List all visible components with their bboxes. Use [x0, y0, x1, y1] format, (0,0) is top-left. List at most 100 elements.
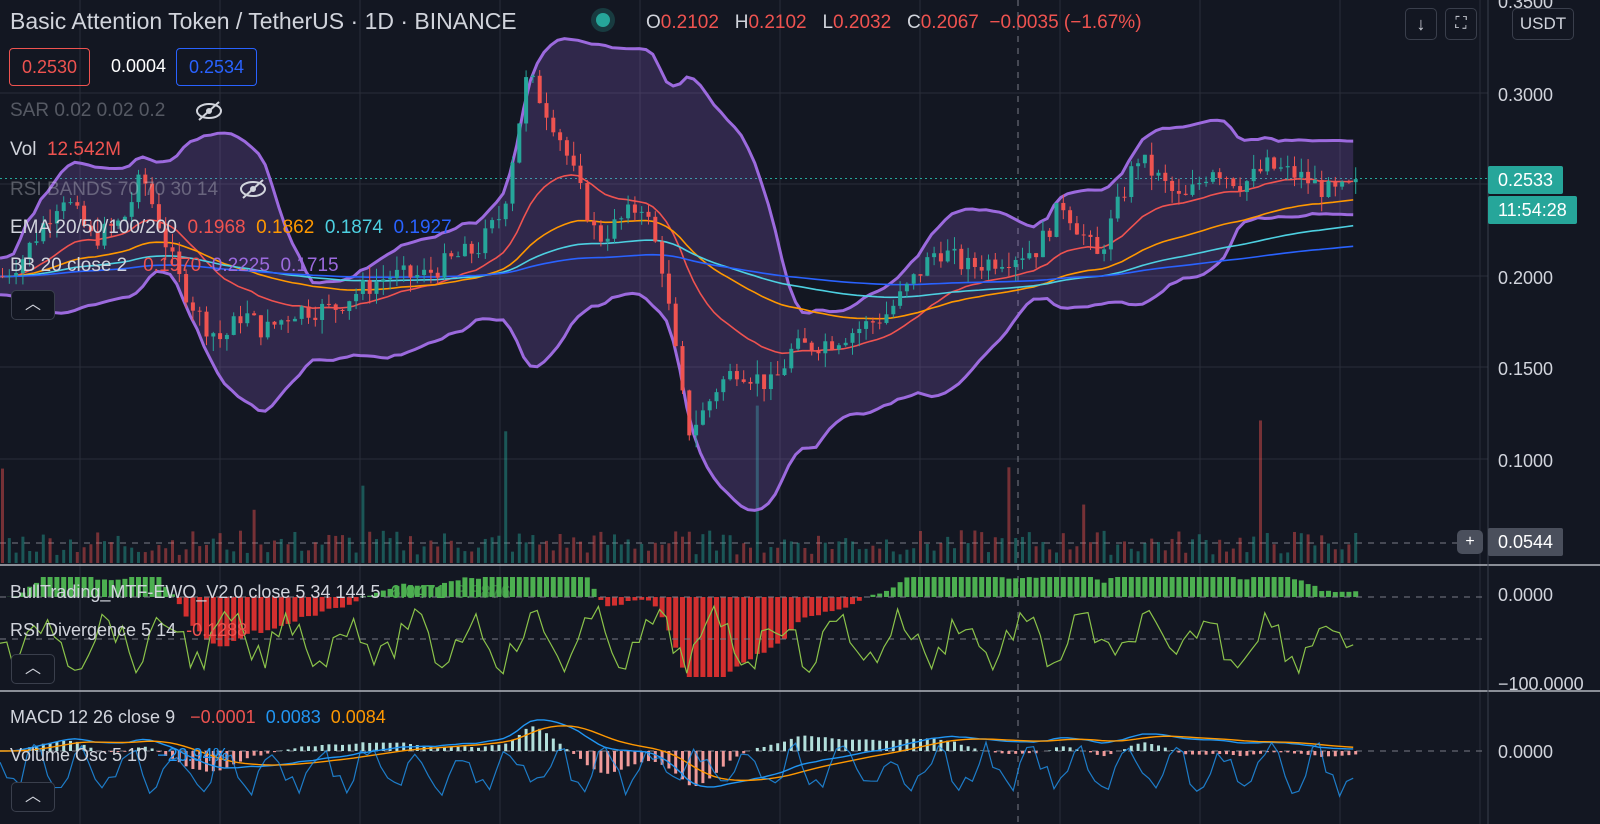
volume-bar — [1347, 544, 1351, 563]
candle-body — [1346, 181, 1351, 183]
macd-hist-bar — [606, 751, 610, 774]
ewo-bar — [1237, 579, 1243, 597]
add-plus-icon[interactable]: + — [1457, 530, 1483, 554]
volume-bar — [653, 542, 657, 563]
volume-bar — [871, 545, 875, 563]
collapse-legend-button[interactable]: ︿ — [11, 654, 55, 684]
ewo-bar — [564, 577, 570, 597]
volume-bar — [749, 547, 752, 563]
sar-legend: SAR 0.02 0.02 0.2 — [10, 100, 166, 121]
macd-hist-bar — [626, 751, 630, 767]
macd-hist-bar — [1191, 751, 1194, 755]
volume-bar — [524, 542, 528, 563]
candle-body — [1115, 196, 1120, 219]
volume-bar — [96, 532, 100, 563]
candle-body — [1136, 163, 1141, 167]
macd-hist-bar — [320, 744, 324, 751]
volume-bar — [1143, 543, 1147, 563]
volume-bar — [381, 530, 385, 563]
candle-body — [184, 274, 189, 303]
spread-value: 0.0004 — [111, 56, 167, 76]
ewo-bar — [1094, 579, 1100, 597]
candle-body — [673, 303, 678, 347]
macd-hist-bar — [1021, 751, 1024, 754]
last-price-tag: 0.2533 — [1488, 166, 1564, 194]
volume-bar — [742, 543, 746, 563]
candle-body — [61, 202, 66, 212]
macd-hist-bar — [585, 751, 589, 766]
candle-body — [408, 265, 413, 278]
macd-hist-bar — [327, 744, 331, 751]
volume-bar — [633, 548, 637, 563]
ewo-bar — [1047, 577, 1053, 597]
currency-button[interactable]: USDT — [1512, 8, 1574, 40]
volume-bar — [783, 539, 786, 563]
ewo-bar — [720, 597, 726, 677]
macd-hist-bar — [640, 751, 644, 763]
macd-hist-bar — [524, 728, 528, 751]
sell-price-box[interactable]: 0.2530 — [9, 48, 91, 86]
candle-body — [904, 283, 909, 292]
ewo-bar — [210, 597, 216, 644]
volume-bar — [1218, 539, 1222, 563]
candle-body — [1265, 157, 1270, 172]
macd-hist-bar — [1211, 751, 1215, 754]
fullscreen-icon[interactable]: ⛶ — [1445, 8, 1477, 40]
candle-body — [360, 280, 365, 294]
ewo-bar — [591, 588, 597, 597]
volume-bar — [82, 547, 86, 563]
candle-body — [1197, 183, 1202, 185]
candle-body — [204, 311, 209, 337]
candle-body — [1122, 196, 1127, 198]
chevron-up-icon: ︿ — [24, 296, 41, 313]
candle-body — [1183, 193, 1188, 195]
ewo-bar — [20, 592, 26, 597]
macd-hist-bar — [1265, 751, 1269, 753]
hide-eye-icon[interactable] — [194, 99, 224, 123]
candle-body — [462, 243, 467, 257]
candle-body — [177, 251, 182, 275]
candle-body — [768, 374, 773, 390]
ewo-bar — [1101, 582, 1107, 597]
candle-body — [707, 401, 712, 411]
ema-lines — [0, 174, 1354, 355]
download-icon[interactable]: ↓ — [1405, 8, 1437, 40]
macd-line — [0, 719, 1354, 788]
ewo-bar — [482, 577, 488, 597]
macd-signal-line — [0, 725, 1354, 782]
ewo-bar — [523, 577, 529, 597]
candle-body — [1095, 237, 1100, 254]
macd-hist-bar — [361, 742, 365, 751]
ewo-bar — [108, 580, 114, 597]
volume-bar — [41, 534, 45, 563]
macd-hist-bar — [381, 742, 385, 751]
hide-eye-icon[interactable] — [238, 177, 268, 201]
volume-bar — [531, 535, 535, 563]
macd-hist-bar — [211, 751, 215, 772]
volume-bar — [1340, 549, 1344, 563]
ewo-bar — [1353, 591, 1359, 597]
macd-hist-bar — [1157, 745, 1160, 751]
collapse-legend-button[interactable]: ︿ — [11, 782, 55, 812]
macd-hist-bar — [1245, 751, 1249, 756]
candle-body — [938, 253, 943, 262]
candle-body — [102, 223, 107, 246]
ewo-bar — [510, 577, 515, 597]
candle-body — [245, 313, 250, 324]
candle-body — [258, 315, 263, 338]
macd-hist-bar — [191, 751, 195, 769]
volume-bar — [62, 549, 66, 563]
candle-body — [571, 155, 576, 166]
candle-body — [340, 309, 345, 312]
ewo-bar — [183, 597, 189, 617]
volume-bar — [307, 550, 310, 563]
buy-price-box[interactable]: 0.2534 — [176, 48, 258, 86]
macd-hist-bar — [993, 751, 997, 753]
ewo-bar — [54, 577, 60, 597]
collapse-legend-button[interactable]: ︿ — [11, 290, 55, 320]
candle-body — [972, 257, 977, 267]
candle-body — [653, 216, 658, 242]
volume-bar — [7, 538, 11, 563]
volume-bar — [592, 535, 596, 563]
